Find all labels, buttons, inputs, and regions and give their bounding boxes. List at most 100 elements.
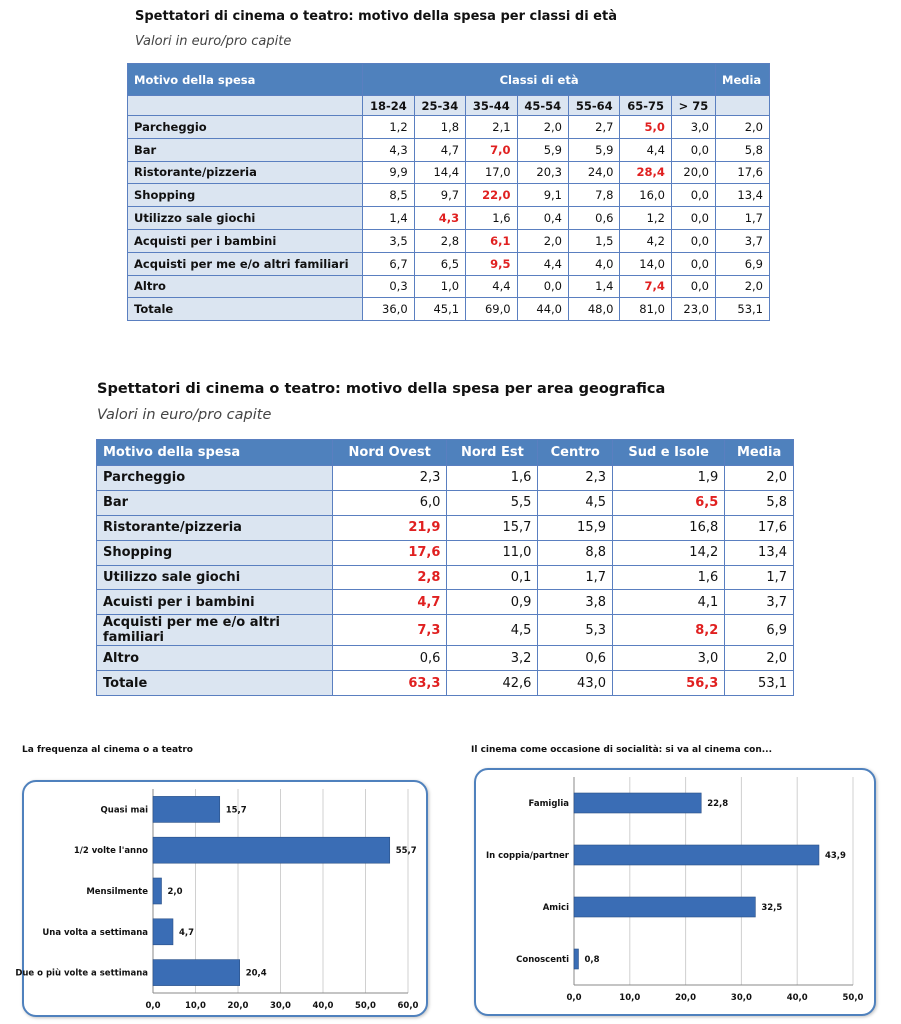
table-cell: 23,0 (670, 297, 717, 322)
table-cell: 8,8 (537, 539, 613, 566)
table-cell: 5,9 (516, 137, 570, 162)
category-label: Una volta a settimana (42, 928, 148, 938)
row-label: Altro (126, 274, 364, 299)
area-expense-table: Motivo della spesa Nord Ovest Nord Est Cent… (96, 439, 794, 697)
table-cell: 0,1 (446, 564, 539, 591)
table-row: Totale 36,0 45,1 69,0 44,0 48,0 81,0 23,0 53,1 (126, 297, 770, 322)
category-label: Conoscenti (516, 955, 569, 965)
table-cell: 2,1 (465, 115, 518, 139)
header-media: Media (715, 63, 770, 96)
data-label: 4,7 (179, 928, 194, 938)
table-cell: 2,0 (715, 274, 770, 299)
column-header: Motivo della spesa (96, 439, 333, 466)
table-row: Shopping 8,5 9,7 22,0 9,1 7,8 16,0 0,0 13,4 (126, 183, 770, 208)
tick-label: 50,0 (355, 1001, 376, 1011)
table-cell: 0,4 (516, 206, 570, 230)
age-class-header: 45-54 (516, 95, 570, 116)
bar (573, 844, 820, 866)
table-cell: 0,0 (670, 206, 717, 230)
table-cell: 17,0 (465, 160, 518, 185)
data-label: 20,4 (246, 969, 267, 979)
table-cell: 0,6 (331, 645, 448, 672)
table-cell: 1,7 (537, 564, 613, 591)
tick-label: 50,0 (843, 993, 864, 1003)
table-cell: 6,9 (724, 614, 794, 647)
table-cell: 0,0 (516, 274, 570, 299)
tick-label: 40,0 (787, 993, 808, 1003)
data-label: 0,8 (584, 955, 599, 965)
data-label: 55,7 (396, 846, 417, 856)
row-label: Utilizzo sale giochi (96, 564, 333, 591)
table-cell: 1,4 (362, 206, 415, 230)
bar (152, 877, 162, 905)
row-label: Acuisti per i bambini (96, 589, 333, 616)
row-label: Altro (96, 645, 333, 672)
table-cell: 0,6 (537, 645, 613, 672)
row-label: Bar (96, 489, 333, 516)
header-motivo: Motivo della spesa (126, 63, 364, 96)
row-label: Ristorante/pizzeria (96, 514, 333, 541)
table-cell: 3,2 (446, 645, 539, 672)
table-cell: 6,5 (611, 489, 726, 516)
table-cell: 4,7 (331, 589, 448, 616)
table-cell: 53,1 (715, 297, 770, 322)
table-row: Acquisti per me e/o altri familiari 7,3 4,… (96, 614, 794, 647)
table-cell: 0,0 (670, 183, 717, 208)
data-label: 22,8 (707, 799, 728, 809)
table-cell: 15,7 (446, 514, 539, 541)
table-cell: 4,4 (465, 274, 518, 299)
table-cell: 6,7 (362, 251, 415, 276)
table-cell: 5,8 (724, 489, 794, 516)
table-cell: 9,5 (465, 251, 518, 276)
table-row: Acquisti per i bambini 3,5 2,8 6,1 2,0 1,5 4,2… (126, 228, 770, 253)
table-cell: 4,5 (446, 614, 539, 647)
column-header: Nord Ovest (331, 439, 448, 466)
bar (573, 896, 756, 918)
table-cell: 5,0 (619, 115, 672, 139)
table1-title: Spettatori di cinema o teatro: motivo de… (135, 9, 617, 24)
table-cell: 8,5 (362, 183, 415, 208)
tick-label: 0,0 (566, 993, 581, 1003)
table-cell: 16,8 (611, 514, 726, 541)
column-header: Media (724, 439, 794, 466)
table-cell: 3,0 (670, 115, 717, 139)
row-label: Ristorante/pizzeria (126, 160, 364, 185)
table-cell: 7,0 (465, 137, 518, 162)
category-label: Due o più volte a settimana (15, 969, 148, 979)
column-header: Nord Est (446, 439, 539, 466)
table-cell: 1,6 (446, 465, 539, 491)
table-cell: 7,3 (331, 614, 448, 647)
tick-label: 30,0 (270, 1001, 291, 1011)
data-label: 32,5 (761, 903, 782, 913)
table-cell: 13,4 (715, 183, 770, 208)
table-cell: 43,0 (537, 670, 613, 697)
table-cell: 3,8 (537, 589, 613, 616)
tick-label: 10,0 (185, 1001, 206, 1011)
header-classi-eta: Classi di età (362, 63, 716, 96)
table-cell: 4,5 (537, 489, 613, 516)
chart2-title: Il cinema come occasione di socialità: s… (471, 745, 773, 755)
table-cell: 0,0 (670, 251, 717, 276)
table-row: Bar 6,0 5,5 4,5 6,5 5,8 (96, 489, 794, 516)
table-row: Utilizzo sale giochi 2,8 0,1 1,7 1,6 1,7 (96, 564, 794, 591)
table-cell: 48,0 (567, 297, 621, 322)
table-cell: 17,6 (331, 539, 448, 566)
table-row: Parcheggio 1,2 1,8 2,1 2,0 2,7 5,0 3,0 2,0 (126, 115, 770, 139)
table-row: Shopping 17,6 11,0 8,8 14,2 13,4 (96, 539, 794, 566)
category-label: Mensilmente (86, 887, 148, 897)
tick-label: 20,0 (675, 993, 696, 1003)
table-cell: 9,9 (362, 160, 415, 185)
table-cell: 6,0 (331, 489, 448, 516)
table-cell: 17,6 (724, 514, 794, 541)
subheader-empty (715, 95, 770, 116)
table-cell: 3,5 (362, 228, 415, 253)
table-cell: 4,7 (413, 137, 467, 162)
category-label: Famiglia (529, 799, 570, 809)
table-cell: 4,4 (619, 137, 672, 162)
table-cell: 22,0 (465, 183, 518, 208)
tick-label: 40,0 (313, 1001, 334, 1011)
table-row: Totale 63,3 42,6 43,0 56,3 53,1 (96, 670, 794, 697)
table-cell: 1,6 (465, 206, 518, 230)
row-label: Totale (126, 297, 364, 322)
